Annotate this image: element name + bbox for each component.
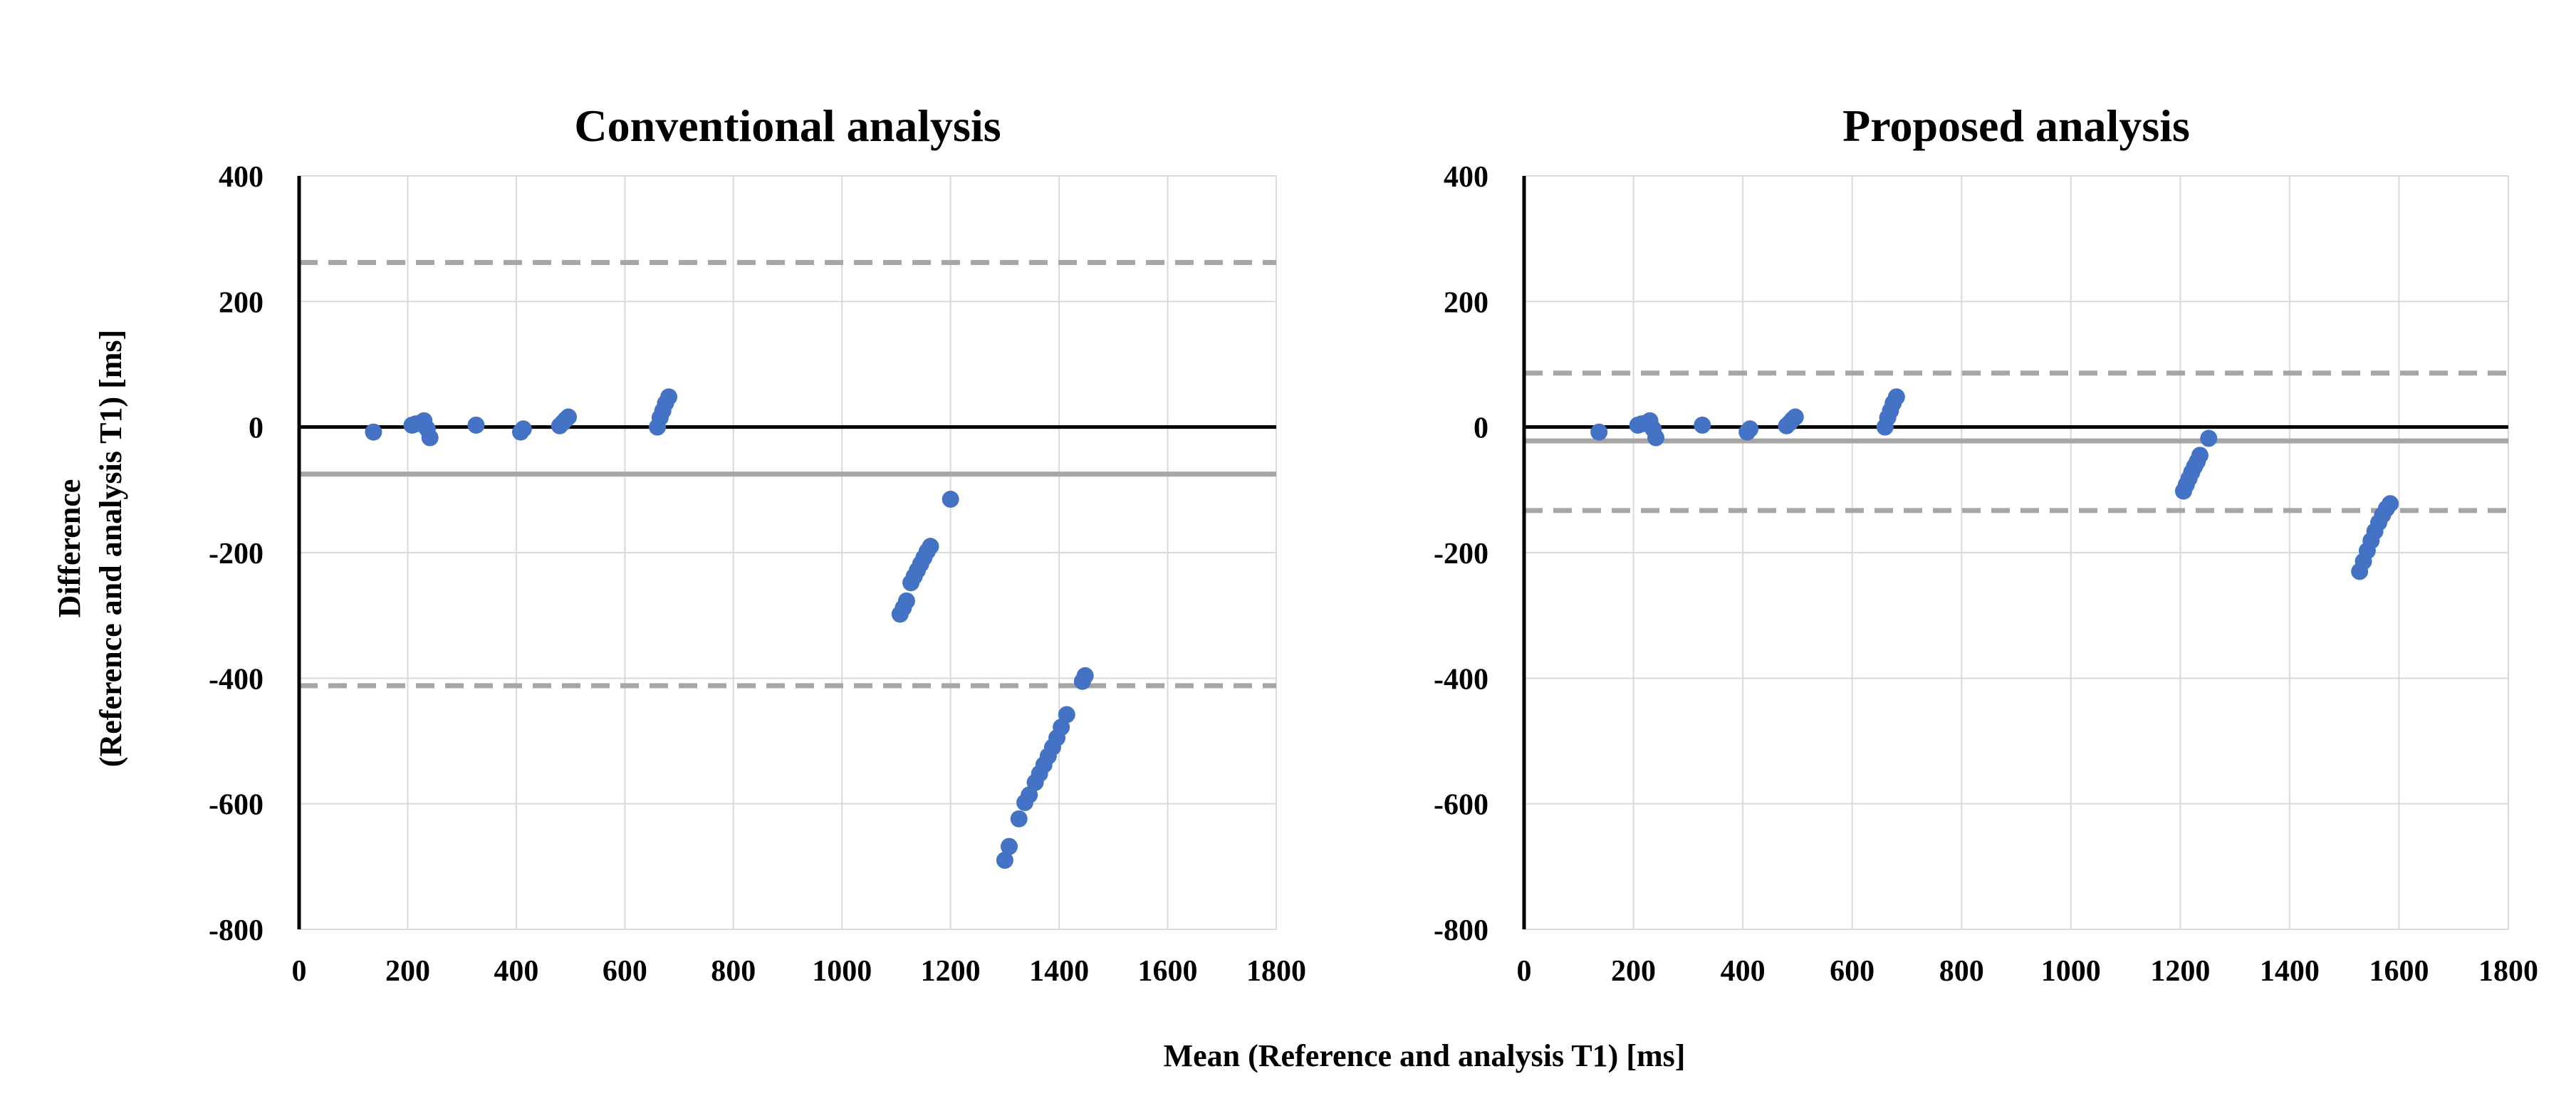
data-point (1058, 706, 1075, 724)
data-point (560, 408, 578, 426)
x-tick-label: 1000 (812, 955, 872, 988)
y-tick-label: -600 (209, 789, 264, 822)
x-tick-label: 1200 (2150, 955, 2210, 988)
data-point (467, 417, 485, 434)
data-point (660, 388, 678, 406)
y-tick-label: -600 (1434, 789, 1488, 822)
data-point (1741, 420, 1759, 438)
x-tick-label: 1000 (2041, 955, 2101, 988)
data-point (421, 429, 439, 447)
data-point (1887, 388, 1905, 406)
y-tick-label: 400 (219, 161, 264, 194)
data-point (897, 592, 915, 610)
data-point (2191, 447, 2209, 464)
x-tick-label: 0 (292, 955, 307, 988)
data-point (922, 538, 939, 555)
x-tick-label: 600 (603, 955, 647, 988)
x-tick-label: 400 (1721, 955, 1766, 988)
x-tick-label: 0 (1517, 955, 1532, 988)
y-tick-label: -200 (209, 538, 264, 570)
x-tick-label: 800 (711, 955, 756, 988)
x-tick-label: 1600 (1138, 955, 1198, 988)
y-tick-label: 0 (1474, 412, 1488, 445)
y-tick-label: -400 (209, 663, 264, 696)
y-tick-label: 200 (1444, 286, 1488, 319)
data-point (996, 852, 1013, 870)
y-tick-label: 0 (249, 412, 264, 445)
chart-title: Proposed analysis (1842, 100, 2190, 151)
x-tick-label: 800 (1939, 955, 1984, 988)
x-tick-label: 1800 (2478, 955, 2538, 988)
x-tick-label: 1200 (921, 955, 981, 988)
x-tick-label: 200 (385, 955, 430, 988)
data-point (942, 491, 959, 508)
data-point (1647, 429, 1665, 447)
data-point (1590, 423, 1608, 441)
chart-title: Conventional analysis (574, 100, 1001, 151)
chart-proposed-analysis: 0 200 400 600 800 1000 1200 1400 1600 1800 400 200 0… (1434, 100, 2538, 988)
data-point (2382, 495, 2399, 513)
x-tick-label: 200 (1611, 955, 1656, 988)
x-tick-label: 1800 (1246, 955, 1306, 988)
y-tick-label: -800 (209, 914, 264, 947)
data-point (1010, 810, 1028, 828)
x-tick-label: 1600 (2369, 955, 2429, 988)
data-point (1076, 667, 1094, 684)
data-point (365, 423, 382, 441)
y-tick-label: -800 (1434, 914, 1488, 947)
x-axis-label: Mean (Reference and analysis T1) [ms] (1164, 1038, 1686, 1073)
data-point (1694, 417, 1711, 434)
x-tick-label: 1400 (1029, 955, 1089, 988)
data-point (514, 420, 532, 438)
chart-conventional-analysis: 0 200 400 600 800 1000 1200 1400 1600 1800 400 200 0… (209, 100, 1306, 988)
y-tick-label: -200 (1434, 538, 1488, 570)
x-tick-label: 1400 (2260, 955, 2320, 988)
y-axis-label-line2: (Reference and analysis T1) [ms] (93, 330, 128, 767)
y-tick-label: -400 (1434, 663, 1488, 696)
y-tick-label: 400 (1444, 161, 1488, 194)
x-tick-label: 400 (494, 955, 538, 988)
y-axis-label-line1: Difference (52, 479, 87, 618)
data-point (1786, 408, 1804, 426)
x-tick-label: 600 (1830, 955, 1874, 988)
data-point (1000, 837, 1018, 855)
data-point (2200, 429, 2218, 447)
y-tick-label: 200 (219, 286, 264, 319)
